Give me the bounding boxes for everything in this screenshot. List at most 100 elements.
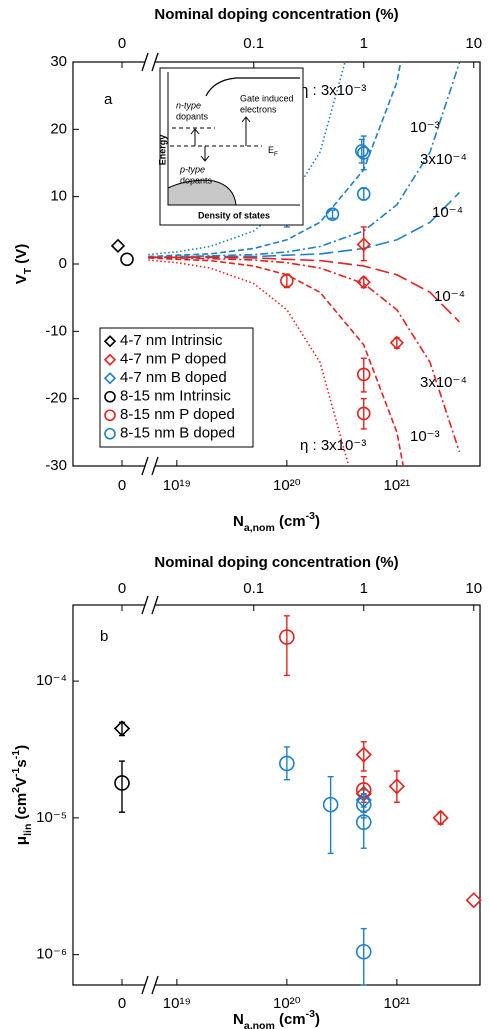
annotation: 10⁻³ [410, 119, 440, 136]
legend-marker [103, 353, 117, 366]
axis-break-gap [145, 59, 155, 65]
x-tick-label: 10¹⁹ [163, 477, 191, 494]
legend-marker [104, 409, 116, 422]
inset-text: p-type [179, 164, 205, 174]
x-tick-label: 10²⁰ [273, 477, 301, 494]
x-tick-label: 0 [118, 477, 126, 494]
y-tick-label: -20 [45, 390, 67, 407]
axis-break [141, 595, 149, 615]
circle-marker [356, 406, 371, 421]
error-bar [360, 187, 367, 201]
x-tick-label: 10²¹ [384, 477, 411, 494]
axis-break [141, 52, 149, 72]
label-part: s [13, 759, 30, 767]
axis-break [141, 456, 149, 476]
circle-marker [114, 775, 130, 791]
model-curve [148, 62, 346, 256]
axis-break-gap [145, 602, 155, 608]
axis-break-gap [145, 982, 155, 988]
label-part: F [274, 151, 278, 158]
diamond-marker [465, 892, 482, 909]
error-bar [119, 760, 125, 813]
error-bar [360, 927, 367, 986]
y-tick-label: -30 [45, 457, 67, 474]
label-part: lin [22, 824, 34, 836]
inset-fermi-label: EF [268, 145, 278, 158]
panel-label: a [104, 91, 113, 108]
diamond-marker [432, 809, 449, 827]
circle-marker [279, 755, 295, 772]
label-part: ) [315, 513, 320, 530]
model-curve [148, 62, 402, 258]
circle-marker [354, 144, 369, 158]
circle-marker [280, 274, 294, 288]
diamond-marker [356, 275, 371, 290]
label-part: (V) [13, 244, 30, 268]
circle-marker [325, 207, 340, 221]
y-tick-label: 30 [50, 53, 67, 70]
plot-frame [72, 604, 481, 986]
error-bar [283, 746, 290, 781]
inset-text: Gate induced [240, 93, 294, 103]
legend-label: 4-7 nm P doped [120, 351, 226, 368]
x2-tick-label: 1 [360, 580, 368, 597]
label-part: 2 [10, 787, 22, 793]
diamond-marker [355, 746, 372, 763]
error-bar [360, 741, 367, 772]
arrow [190, 128, 200, 146]
x-tick-label: 10²⁰ [273, 995, 301, 1012]
annotation: 3x10⁻⁴ [420, 374, 467, 391]
arrow [200, 146, 210, 162]
annotation: 10⁻⁴ [432, 204, 463, 221]
label-part: (cm [275, 513, 306, 530]
error-bar [329, 209, 336, 219]
label-part: ) [315, 1011, 320, 1028]
label-part: a,nom [244, 522, 275, 534]
label-part: N [233, 513, 244, 530]
circle-marker [356, 146, 371, 160]
x2-tick-label: 0.1 [243, 35, 264, 52]
y-tick-label: 10⁻⁶ [36, 946, 67, 963]
circle-marker [279, 629, 295, 645]
model-curve [148, 256, 460, 323]
error-bar [360, 397, 367, 430]
x2-tick-label: 0 [118, 580, 126, 597]
conduction-band [205, 77, 300, 97]
annotation: η : 3x10⁻³ [300, 437, 366, 454]
valence-band [167, 179, 237, 206]
inset-x-label: Density of states [198, 210, 270, 220]
legend-label: 8-15 nm P doped [120, 406, 235, 423]
diamond-marker [388, 778, 405, 795]
circle-marker [322, 796, 339, 813]
legend-marker [103, 335, 117, 348]
x2-axis-title: Nominal doping concentration (%) [154, 6, 398, 23]
label-part: ) [13, 745, 30, 750]
inset-text: electrons [240, 104, 277, 114]
circle-marker [355, 943, 372, 960]
label-part: T [22, 267, 34, 274]
label-part: E [268, 145, 274, 155]
x-axis-title: Na,nom (cm-3) [233, 1008, 320, 1029]
model-curve [148, 62, 461, 259]
label-part: -3 [306, 510, 315, 522]
inset-text: dopants [180, 175, 213, 185]
label-part: a,nom [244, 1020, 275, 1029]
circle-marker [356, 367, 371, 382]
x2-tick-label: 1 [360, 35, 368, 52]
diamond-marker [389, 335, 404, 350]
inset-text: dopants [176, 111, 209, 121]
label-part: μ [13, 836, 30, 845]
y-axis-title: VT (V) [13, 244, 34, 285]
error-bar [360, 226, 367, 262]
label-part: V [13, 274, 30, 284]
y-tick-label: 0 [59, 255, 67, 272]
y-tick-label: 10⁻⁴ [36, 672, 67, 689]
error-bar [283, 615, 290, 677]
label-part: -1 [10, 767, 22, 776]
arrow [241, 116, 251, 146]
model-curve [148, 259, 350, 466]
error-bar [360, 357, 367, 393]
